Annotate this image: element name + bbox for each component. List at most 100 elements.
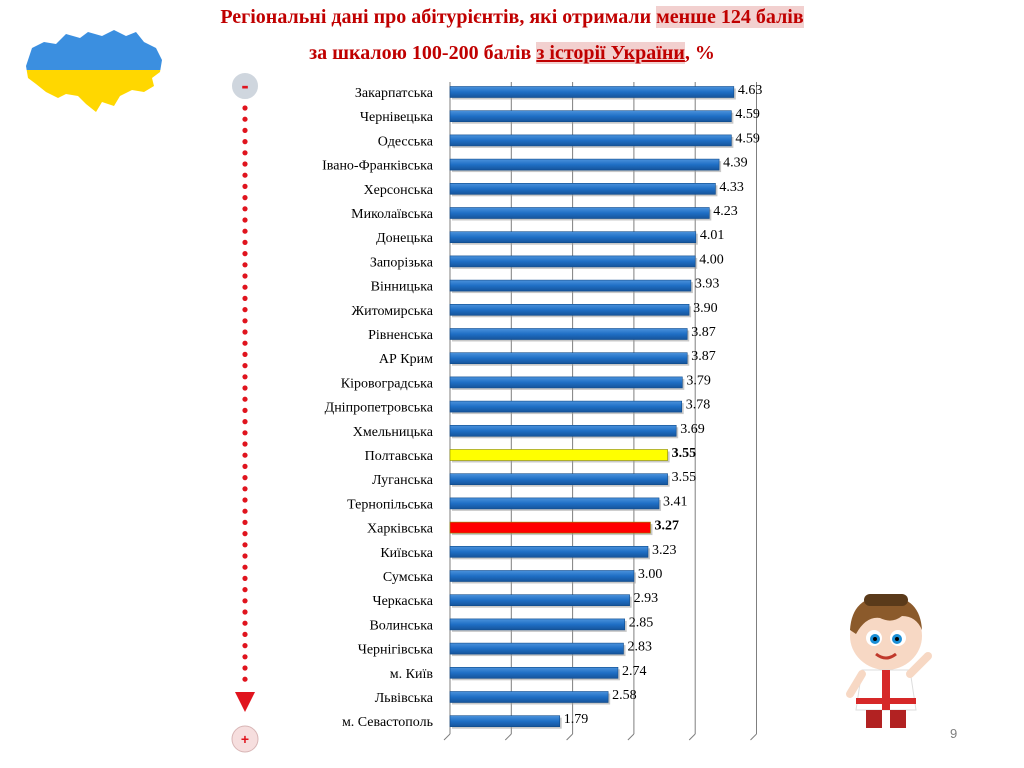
- value-label: 2.85: [629, 615, 654, 630]
- value-label: 4.63: [738, 83, 763, 98]
- bar: [449, 473, 668, 486]
- value-label: 4.33: [719, 180, 744, 195]
- category-label: Харківська: [367, 522, 434, 537]
- category-label: Чернівецька: [360, 110, 434, 125]
- value-label: 4.01: [700, 228, 725, 243]
- scale-dot: [242, 475, 248, 481]
- scale-dot: [242, 195, 248, 201]
- scale-dot: [242, 598, 248, 604]
- scale-dot: [242, 396, 248, 402]
- scale-dot: [242, 329, 248, 335]
- category-label: Чернігівська: [358, 643, 434, 658]
- category-label: Сумська: [383, 570, 434, 585]
- scale-dot: [242, 631, 248, 638]
- category-label: Запорізька: [370, 255, 434, 270]
- scale-minus-label: -: [241, 73, 248, 98]
- bar: [449, 110, 732, 122]
- bar: [449, 376, 683, 389]
- bar: [449, 207, 710, 219]
- scale-dot: [242, 150, 248, 156]
- chart-title-line-1: Регіональні дані про абітурієнтів, які о…: [0, 5, 1024, 29]
- scale-dot: [242, 172, 248, 178]
- value-label: 3.69: [680, 422, 705, 437]
- scale-dot: [242, 407, 248, 413]
- value-label: 3.93: [695, 277, 720, 292]
- scale-dot: [242, 497, 248, 503]
- scale-minus-marker: -: [230, 71, 260, 101]
- scale-plus-circle: [231, 725, 259, 753]
- value-label: 4.23: [713, 204, 738, 219]
- category-label: Вінницька: [371, 280, 434, 295]
- scale-dot: [242, 486, 248, 492]
- category-label: Закарпатська: [355, 86, 434, 101]
- scale-dot: [242, 161, 248, 167]
- category-label: Херсонська: [364, 183, 434, 198]
- value-label: 3.87: [691, 325, 716, 340]
- category-label: Волинська: [369, 618, 433, 633]
- scale-dot: [242, 228, 248, 234]
- title-unit: , %: [684, 42, 715, 64]
- value-label: 4.00: [699, 252, 724, 267]
- value-label: 4.59: [735, 107, 760, 122]
- value-label: 2.58: [612, 688, 637, 703]
- scale-dot: [242, 183, 248, 189]
- value-label: 3.90: [693, 301, 718, 316]
- scale-dot: [242, 643, 248, 649]
- category-label: Рівненська: [368, 328, 434, 343]
- value-label: 3.27: [654, 519, 679, 534]
- value-label: 3.41: [663, 494, 688, 509]
- value-label: 3.55: [672, 446, 697, 461]
- bar: [449, 521, 651, 534]
- value-label: 3.87: [691, 349, 716, 364]
- gridline-foot: [443, 733, 451, 741]
- value-label: 4.39: [723, 156, 748, 171]
- category-label: Київська: [380, 546, 433, 561]
- bar: [449, 715, 561, 728]
- gridline-foot: [688, 733, 696, 741]
- value-label: 3.79: [686, 373, 711, 388]
- category-label: Полтавська: [365, 449, 434, 464]
- gridline-foot: [504, 733, 512, 741]
- title-prefix: Регіональні дані про абітурієнтів, які о…: [220, 6, 657, 28]
- scale-dot: [242, 508, 248, 514]
- labels: Закарпатська 4.63 Чернівецька 4.59 Одесська 4…: [322, 83, 762, 730]
- category-label: Дніпропетровська: [325, 401, 434, 416]
- category-label: м. Київ: [390, 667, 434, 682]
- scale-dot: [242, 139, 248, 145]
- value-label: 3.55: [672, 470, 697, 485]
- scale-dot: [242, 295, 248, 301]
- scale-dot: [242, 564, 248, 570]
- scale-dot: [242, 116, 248, 122]
- bars: [449, 86, 736, 729]
- value-label: 3.23: [652, 543, 677, 558]
- scale-dot: [242, 452, 248, 458]
- scale-dot: [242, 430, 248, 436]
- scale-dot: [242, 531, 248, 537]
- scale-minus-circle: [230, 71, 260, 101]
- category-label: Житомирська: [352, 304, 434, 319]
- scale-arrow: -+: [230, 71, 260, 753]
- scale-dot: [242, 620, 248, 626]
- scale-dot: [242, 363, 248, 369]
- category-label: Миколаївська: [351, 207, 434, 222]
- bar: [449, 666, 619, 679]
- bar: [449, 497, 660, 510]
- scale-dot: [242, 127, 248, 133]
- category-label: м. Севастополь: [342, 715, 433, 730]
- bar: [449, 86, 735, 98]
- bar: [449, 231, 697, 243]
- gridline-foot: [750, 733, 757, 741]
- bar: [449, 642, 624, 655]
- scale-dot: [242, 463, 248, 469]
- scale-dot: [242, 553, 248, 559]
- slide-number: 9: [950, 726, 958, 741]
- scale-dot: [242, 419, 248, 425]
- bar: [449, 400, 683, 413]
- bar: [449, 158, 720, 171]
- scale-dot: [242, 318, 248, 324]
- gridline-foot: [627, 733, 635, 741]
- bar: [449, 183, 716, 195]
- bar: [449, 279, 692, 292]
- bar: [449, 303, 690, 316]
